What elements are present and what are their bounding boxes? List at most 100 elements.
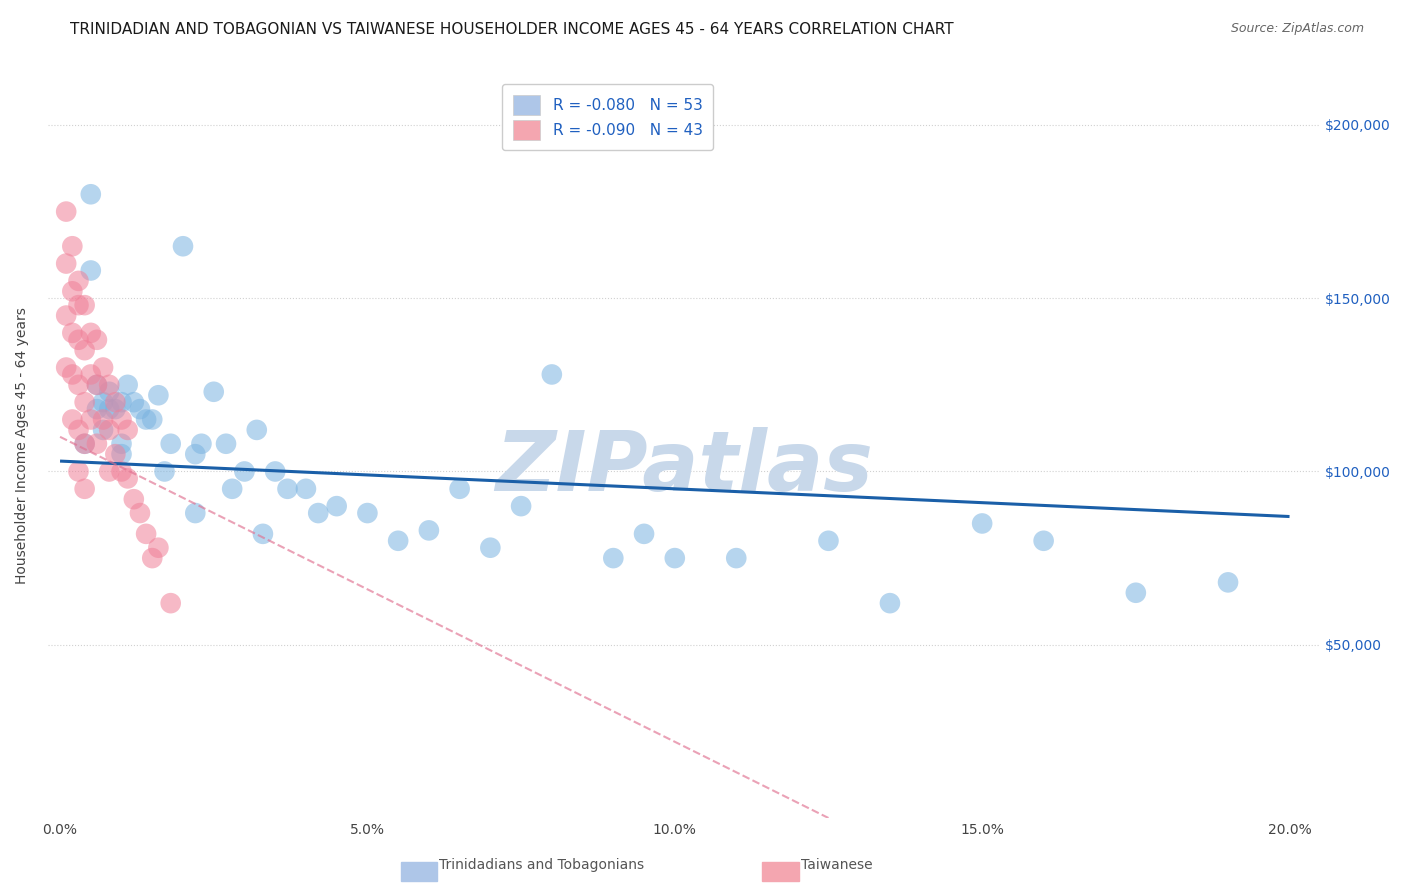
Point — [67, 423, 90, 437]
Point — [98, 384, 121, 399]
Point — [80, 368, 103, 382]
Point — [1125, 586, 1147, 600]
Point — [202, 384, 225, 399]
Point — [117, 471, 139, 485]
Point — [135, 412, 157, 426]
Point — [356, 506, 378, 520]
Point — [817, 533, 839, 548]
Point — [1032, 533, 1054, 548]
Point — [252, 526, 274, 541]
Point — [276, 482, 298, 496]
Point — [117, 423, 139, 437]
Point — [55, 360, 77, 375]
Point — [129, 402, 152, 417]
Point — [159, 596, 181, 610]
Point — [73, 298, 96, 312]
Point — [295, 482, 318, 496]
Point — [86, 436, 108, 450]
Point — [141, 412, 163, 426]
Point — [60, 368, 83, 382]
Point — [60, 239, 83, 253]
Point — [86, 333, 108, 347]
Point — [55, 256, 77, 270]
Point — [110, 412, 132, 426]
Point — [1216, 575, 1239, 590]
Point — [184, 506, 207, 520]
Point — [91, 360, 114, 375]
Text: Trinidadians and Tobagonians: Trinidadians and Tobagonians — [439, 858, 644, 872]
Point — [104, 395, 127, 409]
Point — [117, 377, 139, 392]
Point — [73, 436, 96, 450]
Point — [67, 377, 90, 392]
Point — [86, 377, 108, 392]
Point — [67, 333, 90, 347]
Point — [184, 447, 207, 461]
Point — [98, 377, 121, 392]
Point — [879, 596, 901, 610]
Point — [67, 465, 90, 479]
Point — [80, 412, 103, 426]
Point — [67, 298, 90, 312]
Legend: R = -0.080   N = 53, R = -0.090   N = 43: R = -0.080 N = 53, R = -0.090 N = 43 — [502, 85, 713, 151]
Point — [233, 465, 256, 479]
Point — [91, 423, 114, 437]
Point — [215, 436, 238, 450]
Point — [449, 482, 471, 496]
Point — [55, 204, 77, 219]
Point — [80, 326, 103, 340]
Y-axis label: Householder Income Ages 45 - 64 years: Householder Income Ages 45 - 64 years — [15, 307, 30, 584]
Point — [418, 524, 440, 538]
Point — [510, 499, 533, 513]
Point — [80, 187, 103, 202]
Point — [80, 263, 103, 277]
Point — [159, 436, 181, 450]
Text: TRINIDADIAN AND TOBAGONIAN VS TAIWANESE HOUSEHOLDER INCOME AGES 45 - 64 YEARS CO: TRINIDADIAN AND TOBAGONIAN VS TAIWANESE … — [70, 22, 953, 37]
Point — [110, 465, 132, 479]
Point — [60, 412, 83, 426]
Point — [221, 482, 243, 496]
Point — [67, 274, 90, 288]
Point — [664, 551, 686, 566]
Point — [148, 541, 170, 555]
Point — [98, 465, 121, 479]
Point — [60, 285, 83, 299]
Point — [190, 436, 212, 450]
Point — [110, 395, 132, 409]
Point — [55, 309, 77, 323]
Point — [325, 499, 347, 513]
Point — [98, 402, 121, 417]
Point — [141, 551, 163, 566]
Point — [135, 526, 157, 541]
Point — [73, 482, 96, 496]
Point — [387, 533, 409, 548]
Point — [73, 395, 96, 409]
Point — [122, 492, 145, 507]
Point — [246, 423, 269, 437]
Point — [110, 447, 132, 461]
Point — [122, 395, 145, 409]
Point — [602, 551, 624, 566]
Point — [104, 402, 127, 417]
Point — [972, 516, 994, 531]
Point — [540, 368, 562, 382]
Point — [73, 343, 96, 358]
Text: Source: ZipAtlas.com: Source: ZipAtlas.com — [1230, 22, 1364, 36]
Point — [98, 423, 121, 437]
Point — [264, 465, 287, 479]
Point — [153, 465, 176, 479]
Point — [86, 377, 108, 392]
Point — [129, 506, 152, 520]
Point — [104, 447, 127, 461]
Point — [148, 388, 170, 402]
Point — [91, 395, 114, 409]
Point — [479, 541, 502, 555]
Point — [86, 402, 108, 417]
Point — [91, 412, 114, 426]
Point — [633, 526, 655, 541]
Point — [172, 239, 194, 253]
Point — [307, 506, 329, 520]
Point — [725, 551, 748, 566]
Text: Taiwanese: Taiwanese — [801, 858, 872, 872]
Point — [73, 436, 96, 450]
